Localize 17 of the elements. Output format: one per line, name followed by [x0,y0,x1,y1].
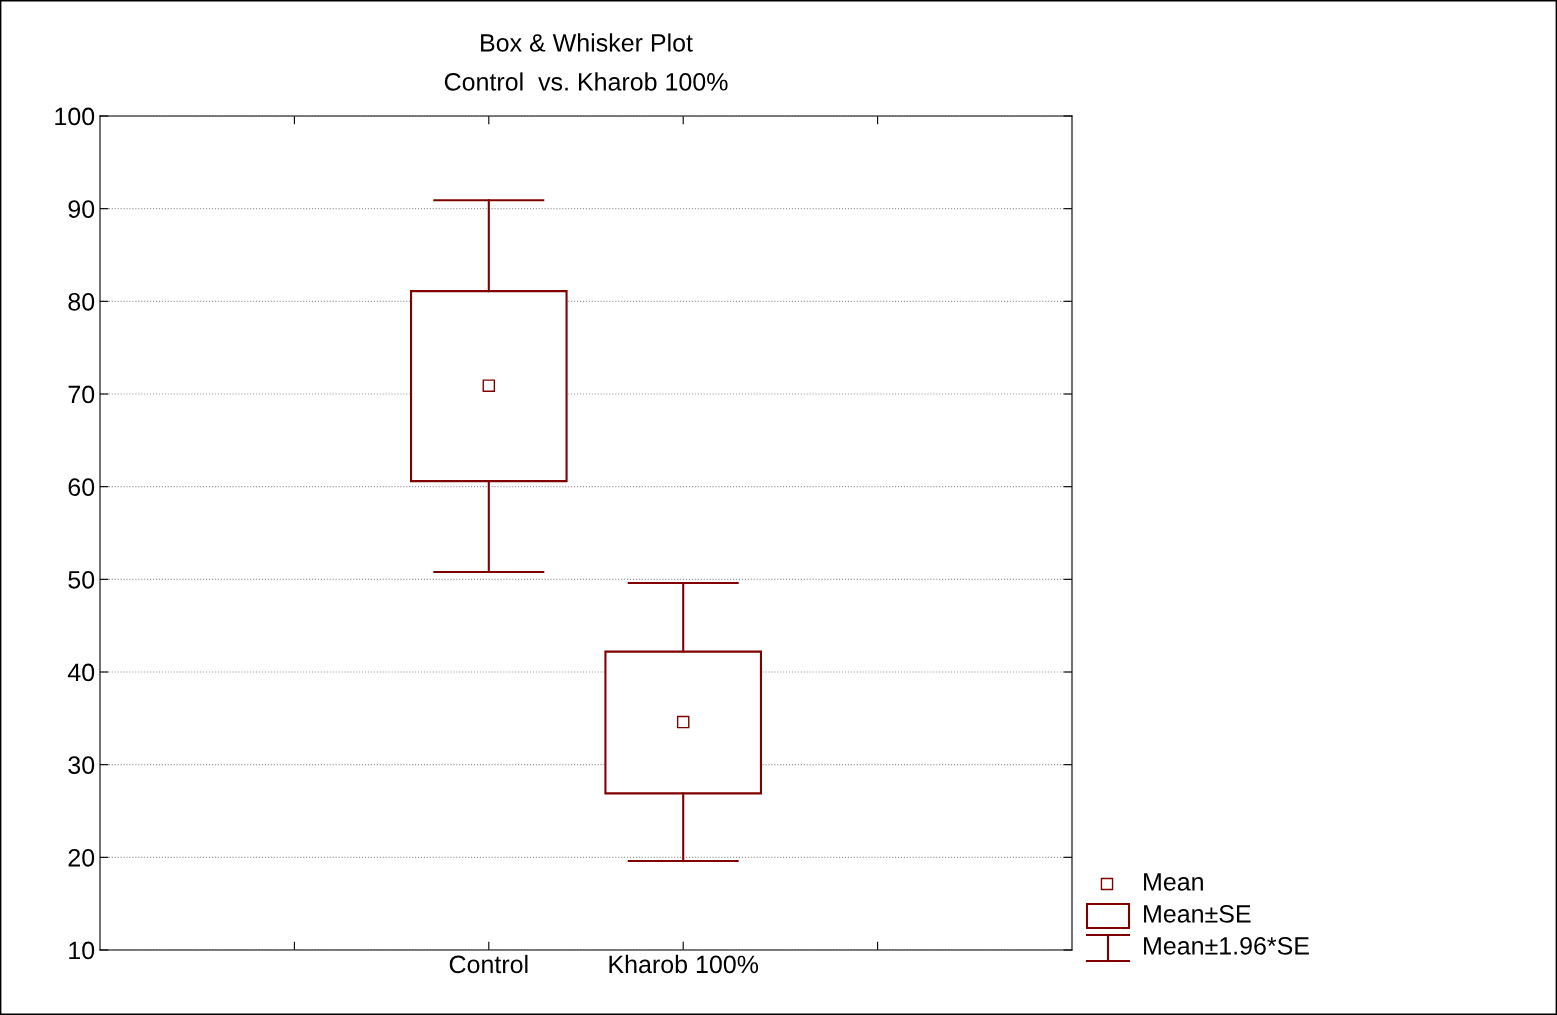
y-tick-label: 40 [67,663,95,682]
text: Mean±SE [1144,905,1251,923]
y-tick-label: 50 [68,570,95,589]
y-tick-label: 60 [68,478,95,496]
y-tick-label: 30 [68,756,95,774]
text: Mean [1144,873,1203,891]
x-tick-label: Control [449,954,528,974]
y-tick-label: 80 [68,292,95,311]
y-tick-label: 90 [68,200,95,218]
y-tick-label: 20 [68,848,95,867]
y-tick-label: 70 [68,385,95,404]
chart-title: Box & Whisker Plot [481,33,693,52]
y-tick-label: 10 [69,941,95,960]
x-tick-label: Kharob 100% [609,954,759,974]
y-tick-label: 100 [55,107,95,126]
chart-subtitle: Control vs. Kharob 100% [444,72,728,91]
text: Mean±1.96*SE [1144,937,1309,955]
